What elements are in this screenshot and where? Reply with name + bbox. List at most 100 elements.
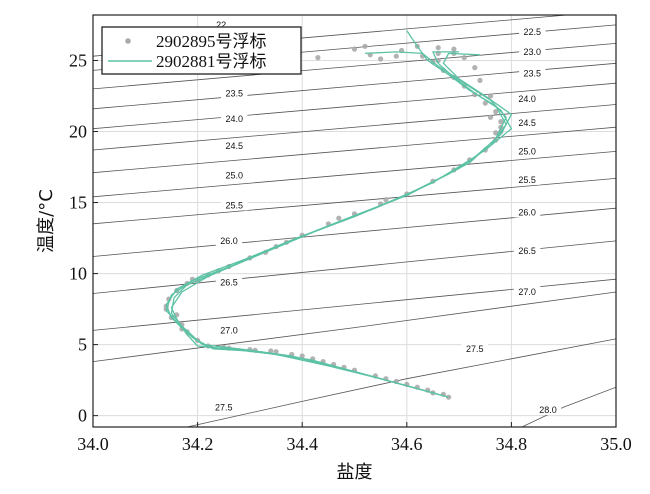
x-tick-label: 34.2 xyxy=(182,434,214,454)
isopycnal-label-bg xyxy=(513,286,541,298)
isopycnal-label-bg xyxy=(210,401,237,413)
isopycnal-label-bg xyxy=(221,112,248,124)
isopycnal-label: 25.5 xyxy=(225,201,243,211)
plot-background xyxy=(93,15,616,427)
x-tick-label: 34.0 xyxy=(77,434,109,454)
y-tick-label: 0 xyxy=(78,406,87,426)
isopycnal-label: 24.0 xyxy=(225,114,243,124)
data-point xyxy=(487,93,494,99)
isopycnal-label: 24.5 xyxy=(518,118,536,128)
data-point xyxy=(336,215,342,221)
isopycnal-label-bg xyxy=(513,92,541,104)
y-axis-title: 温度/°C xyxy=(36,189,57,253)
y-tick-label: 20 xyxy=(69,121,87,141)
isopycnal-label: 22 xyxy=(216,20,226,30)
data-point xyxy=(315,55,321,61)
isopycnal-label: 28.0 xyxy=(539,405,557,415)
data-point xyxy=(435,45,441,51)
data-point xyxy=(362,43,368,49)
isopycnal-label: 25.5 xyxy=(518,175,536,185)
data-point xyxy=(393,53,399,59)
isopycnal-label: 24.0 xyxy=(518,94,536,104)
isopycnal-label-bg xyxy=(513,244,541,256)
x-tick-label: 34.4 xyxy=(286,434,318,454)
legend: 2902895号浮标 2902881号浮标 xyxy=(101,26,302,75)
isopycnal-line xyxy=(187,338,616,427)
isopycnal-label-bg xyxy=(221,87,248,99)
isopycnal-label: 25.0 xyxy=(518,147,536,157)
series-lines xyxy=(165,30,513,398)
isopycnal-label: 24.5 xyxy=(225,141,243,151)
isopycnal-line xyxy=(93,178,616,225)
x-axis-title: 盐度 xyxy=(337,462,373,483)
y-tick-label: 25 xyxy=(69,50,87,70)
isopycnal-label-bg xyxy=(513,206,541,218)
isopycnal-label-bg xyxy=(215,276,243,288)
isopycnal-label: 26.5 xyxy=(518,246,536,256)
data-point xyxy=(351,46,358,52)
isopycnal-label: 26.0 xyxy=(518,208,536,218)
y-tick-label: 10 xyxy=(69,264,87,284)
y-tick-label: 5 xyxy=(78,335,87,355)
isopycnal-label-bg xyxy=(519,45,546,57)
plot-frame xyxy=(92,14,617,428)
isopycnal-line xyxy=(93,104,616,151)
data-point xyxy=(461,55,467,61)
isopycnal-label-bg xyxy=(215,324,243,336)
data-point xyxy=(482,100,488,106)
isopycnal-line xyxy=(93,126,616,174)
data-point xyxy=(451,46,457,52)
grid xyxy=(92,15,617,427)
isopycnal-label: 26.0 xyxy=(220,236,238,246)
isopycnal-label: 22.5 xyxy=(524,27,542,37)
data-point xyxy=(273,349,279,355)
isopycnal-label: 23.0 xyxy=(524,47,542,57)
isopycnal-label: 26.5 xyxy=(220,277,238,287)
isopycnal-label-bg xyxy=(221,139,248,151)
profile-line xyxy=(170,52,513,394)
data-point xyxy=(299,353,305,359)
isopycnal-label: 27.5 xyxy=(215,402,233,412)
isopycnal-label-bg xyxy=(461,342,488,354)
isopycnal-label-bg xyxy=(221,169,248,181)
axis-ticks: 34.0 34.2 34.4 34.6 34.8 35.0 0 5 10 15 20 25 xyxy=(69,50,632,454)
isopycnal-label-bg xyxy=(213,18,229,30)
isopycnal-line xyxy=(93,151,616,198)
data-point xyxy=(498,119,504,125)
isopycnal-label-bg xyxy=(221,199,248,211)
data-point xyxy=(477,77,483,83)
isopycnal-label: 27.0 xyxy=(220,326,238,336)
isopycnal-label: 23.5 xyxy=(524,68,542,78)
legend-label-2902895: 2902895号浮标 xyxy=(156,32,267,51)
data-point xyxy=(378,56,384,62)
isopycnal-label: 27.0 xyxy=(518,287,536,297)
isopycnal-label-bg xyxy=(513,116,541,128)
isopycnal-labels: 22 22.5 23.0 23.5 23.5 24.0 24.0 24.5 24.5 25.0 25… xyxy=(210,18,562,415)
isopycnal-line xyxy=(93,291,616,362)
legend-box xyxy=(101,26,302,75)
isopycnal-label-bg xyxy=(519,26,546,38)
isopycnal-label-bg xyxy=(513,173,541,185)
data-point xyxy=(493,130,499,136)
x-tick-label: 34.8 xyxy=(496,434,528,454)
data-point xyxy=(493,109,499,115)
isopycnal-line xyxy=(93,82,616,130)
isopycnal-label-bg xyxy=(215,234,243,246)
legend-label-2902881: 2902881号浮标 xyxy=(156,52,267,71)
isopycnal-label-bg xyxy=(513,145,541,157)
data-point xyxy=(383,197,389,203)
x-tick-label: 35.0 xyxy=(600,434,632,454)
x-tick-label: 34.6 xyxy=(391,434,423,454)
isopycnal-line xyxy=(521,386,616,427)
data-point xyxy=(487,114,494,120)
isopycnal-label: 25.0 xyxy=(225,171,243,181)
isopycnal-label-bg xyxy=(534,403,562,415)
legend-marker-2902895 xyxy=(125,38,131,44)
isopycnal-label: 23.5 xyxy=(225,88,243,98)
isopycnal-label-bg xyxy=(519,67,546,79)
y-tick-label: 15 xyxy=(69,193,87,213)
data-point xyxy=(268,348,274,354)
isopycnal-label: 27.5 xyxy=(466,344,484,354)
data-point xyxy=(472,65,478,71)
